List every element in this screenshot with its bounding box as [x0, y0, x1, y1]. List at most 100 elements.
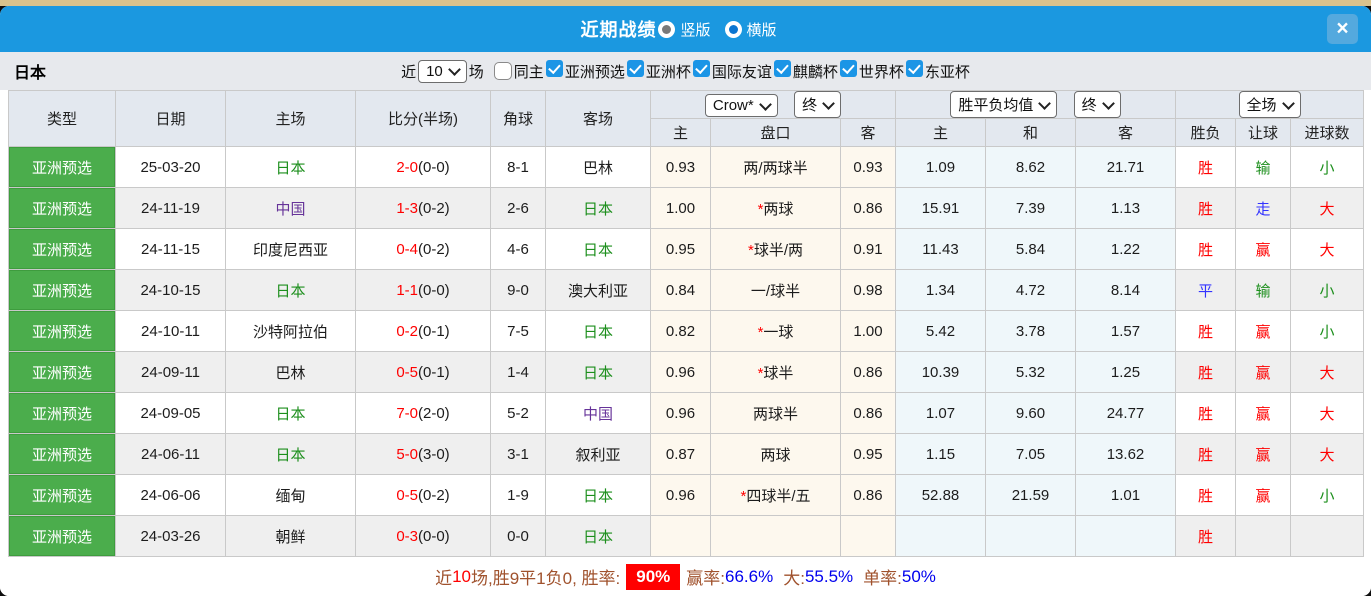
avg-lose: 13.62 — [1075, 433, 1176, 475]
radio-dot-selected — [728, 24, 738, 34]
away-team[interactable]: 日本 — [545, 515, 651, 557]
half-score: (2-0) — [418, 404, 450, 422]
handicap: *两球 — [710, 187, 841, 229]
away-team[interactable]: 日本 — [545, 474, 651, 516]
result-wdl: 胜 — [1175, 392, 1236, 434]
home-team[interactable]: 中国 — [225, 187, 356, 229]
radio-horizontal[interactable] — [724, 20, 742, 38]
full-score: 0-2 — [396, 322, 418, 340]
home-team[interactable]: 巴林 — [225, 351, 356, 393]
col-header-type: 类型 — [8, 90, 116, 147]
avg-draw: 4.72 — [985, 269, 1076, 311]
home-team[interactable]: 日本 — [225, 433, 356, 475]
fulltime-value: 全场 — [1246, 97, 1277, 114]
result-handicap: 赢 — [1235, 310, 1291, 352]
sub-header-avg-win: 主 — [895, 118, 986, 147]
handicap-star: * — [757, 200, 764, 218]
odds-time-select[interactable]: 终 — [794, 91, 842, 118]
result-goals: 小 — [1289, 269, 1365, 311]
team-name: 日本 — [14, 65, 47, 82]
table-row: 亚洲预选 24-11-19 中国 1-3(0-2) 2-6 日本 1.00 *两球 0.86 15… — [8, 187, 1365, 229]
close-button[interactable]: × — [1327, 14, 1358, 44]
result-wdl: 胜 — [1175, 228, 1236, 270]
result-wdl: 胜 — [1175, 310, 1236, 352]
half-score: (0-0) — [418, 281, 450, 299]
competition-checkbox-0[interactable] — [545, 60, 563, 77]
away-team[interactable]: 日本 — [545, 351, 651, 393]
match-type: 亚洲预选 — [8, 228, 116, 270]
avg-lose: 24.77 — [1075, 392, 1176, 434]
summary-bar: 近 10 场,胜9平1负0, 胜率: 90% 赢率: 66.6% 大: 55.5% 单率… — [0, 557, 1371, 596]
home-odds: 0.96 — [650, 351, 711, 393]
competition-checkbox-5[interactable] — [905, 60, 923, 77]
chevron-down-icon — [1101, 96, 1115, 110]
avg-lose — [1075, 515, 1176, 557]
chevron-down-icon — [1281, 96, 1295, 110]
half-score: (0-2) — [418, 240, 450, 258]
avg-win: 1.15 — [895, 433, 986, 475]
win-rate-badge: 90% — [626, 563, 681, 590]
radio-vertical-label[interactable]: 竖版 — [680, 21, 711, 39]
home-team[interactable]: 朝鲜 — [225, 515, 356, 557]
match-type: 亚洲预选 — [8, 310, 116, 352]
home-team[interactable]: 印度尼西亚 — [225, 228, 356, 270]
avg-win: 1.09 — [895, 146, 986, 188]
away-team[interactable]: 日本 — [545, 187, 651, 229]
radio-vertical[interactable] — [658, 20, 676, 38]
match-date: 24-09-05 — [115, 392, 226, 434]
away-team[interactable]: 叙利亚 — [545, 433, 651, 475]
competition-checkbox-1[interactable] — [626, 60, 644, 77]
away-odds: 1.00 — [840, 310, 896, 352]
competition-checkbox-3[interactable] — [773, 60, 791, 77]
recent-count-select[interactable]: 10 — [418, 59, 467, 83]
same-home-checkbox[interactable] — [493, 62, 512, 80]
competition-checkbox-4[interactable] — [839, 60, 857, 77]
match-date: 24-06-11 — [115, 433, 226, 475]
home-team[interactable]: 沙特阿拉伯 — [225, 310, 356, 352]
sub-header-handicap-result: 让球 — [1235, 118, 1291, 147]
away-team[interactable]: 澳大利亚 — [545, 269, 651, 311]
avg-select[interactable]: 胜平负均值 — [950, 91, 1058, 118]
home-odds — [650, 515, 711, 557]
competition-checkbox-2[interactable] — [692, 60, 710, 77]
home-team[interactable]: 日本 — [225, 146, 356, 188]
avg-draw — [985, 515, 1076, 557]
page-top-strip — [0, 0, 1371, 6]
fulltime-select[interactable]: 全场 — [1238, 91, 1301, 118]
table-row: 亚洲预选 24-03-26 朝鲜 0-3(0-0) 0-0 日本胜 — [8, 515, 1365, 557]
result-handicap: 赢 — [1235, 351, 1291, 393]
away-odds: 0.86 — [840, 392, 896, 434]
avg-time-select[interactable]: 终 — [1073, 91, 1121, 118]
avg-draw: 7.05 — [985, 433, 1076, 475]
away-team[interactable]: 中国 — [545, 392, 651, 434]
filter-controls: 近 10 场 同主 亚洲预选 亚洲杯 国际友谊 麒麟杯 世界杯 东亚杯 — [399, 59, 972, 83]
corner-score: 8-1 — [490, 146, 546, 188]
away-team[interactable]: 日本 — [545, 310, 651, 352]
table-row: 亚洲预选 24-10-11 沙特阿拉伯 0-2(0-1) 7-5 日本 0.82 *一球 1.0… — [8, 310, 1365, 352]
chevron-down-icon — [822, 96, 835, 110]
result-handicap: 赢 — [1235, 228, 1291, 270]
home-team[interactable]: 日本 — [225, 269, 356, 311]
chevron-down-icon — [758, 97, 772, 111]
avg-lose: 1.57 — [1075, 310, 1176, 352]
result-wdl: 胜 — [1175, 187, 1236, 229]
handicap-star: * — [747, 241, 754, 259]
odds-company-select[interactable]: Crow* — [704, 94, 778, 117]
avg-draw: 9.60 — [985, 392, 1076, 434]
away-odds: 0.86 — [840, 187, 896, 229]
away-team[interactable]: 巴林 — [545, 146, 651, 188]
away-team[interactable]: 日本 — [545, 228, 651, 270]
handicap: *四球半/五 — [710, 474, 841, 516]
sub-header-goals: 进球数 — [1289, 118, 1365, 147]
match-type: 亚洲预选 — [8, 146, 116, 188]
home-team[interactable]: 日本 — [225, 392, 356, 434]
handicap-star: * — [740, 487, 747, 505]
avg-win: 1.34 — [895, 269, 986, 311]
avg-lose: 21.71 — [1075, 146, 1176, 188]
table-row: 亚洲预选 24-09-11 巴林 0-5(0-1) 1-4 日本 0.96 *球半 0.86 10… — [8, 351, 1365, 393]
corner-score: 4-6 — [490, 228, 546, 270]
table-row: 亚洲预选 25-03-20 日本 2-0(0-0) 8-1 巴林 0.93 两/两球半 0.93… — [8, 146, 1365, 188]
home-team[interactable]: 缅甸 — [225, 474, 356, 516]
radio-horizontal-label[interactable]: 横版 — [746, 21, 777, 39]
table-row: 亚洲预选 24-09-05 日本 7-0(2-0) 5-2 中国 0.96 两球半 0.86 1.… — [8, 392, 1365, 434]
